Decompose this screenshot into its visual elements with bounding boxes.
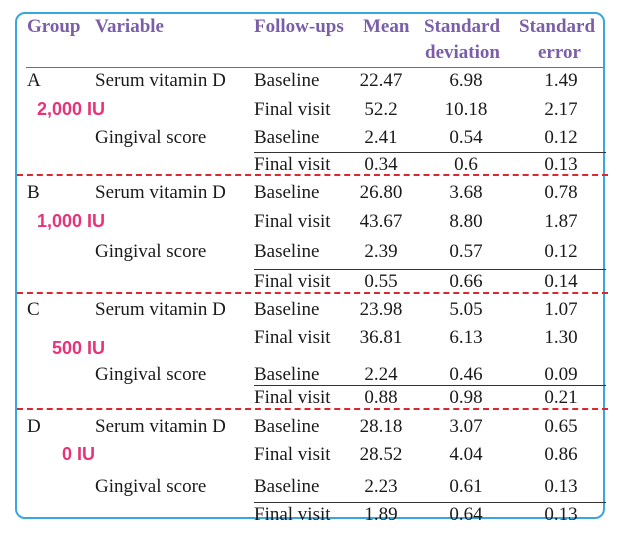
- header-rule: [26, 67, 603, 68]
- variable-cell: Gingival score: [95, 476, 207, 497]
- se-cell: 1.30: [544, 327, 578, 348]
- se-cell: 0.65: [544, 416, 578, 437]
- followup-cell: Baseline: [254, 127, 320, 148]
- dose-label: 1,000 IU: [37, 211, 106, 231]
- mean-cell: 0.34: [364, 154, 398, 175]
- variable-cell: Gingival score: [95, 364, 207, 385]
- followup-cell: Baseline: [254, 299, 320, 320]
- mean-cell: 2.41: [364, 127, 398, 148]
- followup-cell: Final visit: [254, 99, 331, 120]
- se-cell: 0.14: [544, 271, 578, 292]
- mean-cell: 2.39: [364, 241, 398, 262]
- mean-cell: 43.67: [359, 211, 403, 232]
- row-rule: [254, 385, 606, 386]
- se-cell: 0.12: [544, 241, 578, 262]
- followup-cell: Baseline: [254, 476, 320, 497]
- group-separator: [17, 174, 608, 176]
- header-variable: Variable: [95, 16, 164, 37]
- sd-cell: 5.05: [449, 299, 483, 320]
- group-label: D: [27, 416, 41, 437]
- sd-cell: 0.54: [449, 127, 483, 148]
- mean-cell: 2.24: [364, 364, 398, 385]
- followup-cell: Baseline: [254, 364, 320, 385]
- table-frame: [15, 12, 605, 519]
- se-cell: 0.86: [544, 444, 578, 465]
- followup-cell: Final visit: [254, 211, 331, 232]
- header-mean: Mean: [363, 16, 410, 37]
- mean-cell: 0.55: [364, 271, 398, 292]
- sd-cell: 3.07: [449, 416, 483, 437]
- mean-cell: 28.18: [359, 416, 403, 437]
- se-cell: 0.09: [544, 364, 578, 385]
- se-cell: 0.78: [544, 182, 578, 203]
- header-se-line2: error: [538, 42, 581, 63]
- variable-cell: Gingival score: [95, 127, 207, 148]
- row-rule: [254, 269, 606, 270]
- sd-cell: 0.46: [449, 364, 483, 385]
- se-cell: 0.12: [544, 127, 578, 148]
- sd-cell: 0.57: [449, 241, 483, 262]
- row-rule: [254, 502, 606, 503]
- mean-cell: 2.23: [364, 476, 398, 497]
- mean-cell: 0.88: [364, 387, 398, 408]
- mean-cell: 23.98: [359, 299, 403, 320]
- followup-cell: Final visit: [254, 387, 331, 408]
- followup-cell: Final visit: [254, 271, 331, 292]
- sd-cell: 0.64: [449, 504, 483, 525]
- mean-cell: 52.2: [364, 99, 398, 120]
- se-cell: 1.07: [544, 299, 578, 320]
- followup-cell: Final visit: [254, 504, 331, 525]
- se-cell: 1.49: [544, 70, 578, 91]
- header-group: Group: [27, 16, 81, 37]
- group-separator: [17, 292, 608, 294]
- header-sd-line1: Standard: [424, 16, 501, 37]
- variable-cell: Serum vitamin D: [95, 70, 226, 91]
- sd-cell: 8.80: [449, 211, 483, 232]
- row-rule: [254, 152, 606, 153]
- mean-cell: 1.89: [364, 504, 398, 525]
- header-se-line1: Standard: [519, 16, 596, 37]
- se-cell: 0.13: [544, 504, 578, 525]
- mean-cell: 26.80: [359, 182, 403, 203]
- dose-label: 500 IU: [52, 338, 106, 358]
- se-cell: 0.13: [544, 154, 578, 175]
- followup-cell: Baseline: [254, 416, 320, 437]
- mean-cell: 28.52: [359, 444, 403, 465]
- se-cell: 0.21: [544, 387, 578, 408]
- se-cell: 1.87: [544, 211, 578, 232]
- followup-cell: Final visit: [254, 154, 331, 175]
- sd-cell: 0.98: [449, 387, 483, 408]
- se-cell: 0.13: [544, 476, 578, 497]
- sd-cell: 6.98: [449, 70, 483, 91]
- variable-cell: Serum vitamin D: [95, 182, 226, 203]
- dose-label: 0 IU: [62, 444, 96, 464]
- sd-cell: 0.61: [449, 476, 483, 497]
- followup-cell: Baseline: [254, 70, 320, 91]
- followup-cell: Baseline: [254, 241, 320, 262]
- variable-cell: Serum vitamin D: [95, 416, 226, 437]
- variable-cell: Gingival score: [95, 241, 207, 262]
- followup-cell: Baseline: [254, 182, 320, 203]
- sd-cell: 10.18: [444, 99, 488, 120]
- sd-cell: 3.68: [449, 182, 483, 203]
- sd-cell: 6.13: [449, 327, 483, 348]
- mean-cell: 36.81: [359, 327, 403, 348]
- mean-cell: 22.47: [359, 70, 403, 91]
- followup-cell: Final visit: [254, 444, 331, 465]
- se-cell: 2.17: [544, 99, 578, 120]
- sd-cell: 4.04: [449, 444, 483, 465]
- dose-label: 2,000 IU: [37, 99, 106, 119]
- variable-cell: Serum vitamin D: [95, 299, 226, 320]
- group-label: A: [27, 70, 41, 91]
- group-separator: [17, 408, 608, 410]
- group-label: C: [27, 299, 40, 320]
- header-sd-line2: deviation: [425, 42, 500, 63]
- group-label: B: [27, 182, 40, 203]
- sd-cell: 0.66: [449, 271, 483, 292]
- followup-cell: Final visit: [254, 327, 331, 348]
- sd-cell: 0.6: [454, 154, 478, 175]
- header-followups: Follow-ups: [254, 16, 344, 37]
